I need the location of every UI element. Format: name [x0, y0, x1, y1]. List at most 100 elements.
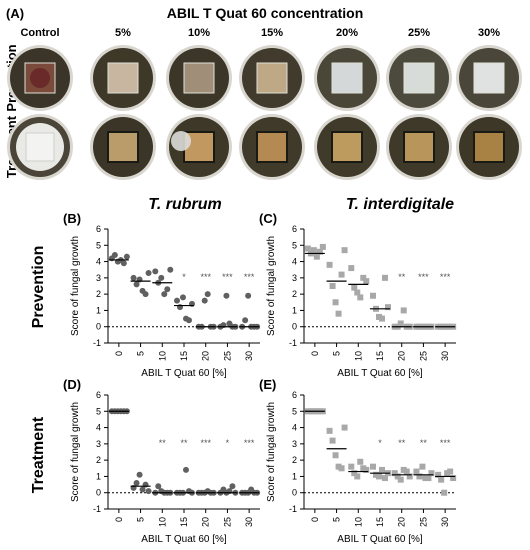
x-tick-label: 0: [114, 517, 124, 522]
x-tick-label: 20: [397, 351, 407, 361]
group-title-rubrum: T. rubrum: [148, 196, 221, 213]
data-point: [435, 471, 442, 478]
column-label: Control: [20, 27, 59, 39]
data-point: [158, 274, 165, 281]
y-tick-label: 4: [96, 257, 101, 267]
x-axis-label: ABIL T Quat 60 [%]: [141, 534, 227, 545]
data-point: [232, 323, 239, 330]
data-point: [357, 294, 364, 301]
data-point: [136, 276, 143, 283]
y-tick-label: 3: [96, 439, 101, 449]
data-point: [198, 489, 205, 496]
petri-dish: [7, 114, 73, 180]
data-point: [441, 323, 448, 330]
x-tick-label: 15: [375, 517, 385, 527]
data-point: [354, 289, 361, 296]
petri-dish: [386, 45, 452, 111]
data-point: [316, 248, 323, 255]
data-point: [413, 323, 420, 330]
data-point: [329, 437, 336, 444]
significance-label: **: [398, 272, 406, 282]
data-point: [152, 268, 159, 275]
data-point: [242, 489, 249, 496]
y-tick-label: -1: [289, 504, 297, 514]
column-label: 20%: [336, 27, 358, 39]
data-point: [220, 322, 227, 329]
data-point: [130, 484, 137, 491]
y-tick-label: 4: [96, 423, 101, 433]
significance-label: *: [226, 438, 230, 448]
data-point: [373, 471, 379, 478]
y-tick-label: 2: [292, 289, 297, 299]
data-point: [379, 466, 385, 473]
petri-dish: [166, 114, 232, 180]
x-tick-label: 10: [353, 351, 363, 361]
data-point: [307, 250, 314, 257]
photo-grid-panel: (A) ABIL T Quat 60 concentration Control…: [4, 5, 522, 180]
significance-label: ***: [200, 438, 211, 448]
data-point: [428, 323, 435, 330]
x-tick-label: 10: [157, 517, 167, 527]
significance-label: ***: [244, 438, 255, 448]
data-point: [186, 317, 192, 324]
data-point: [397, 476, 404, 483]
data-point: [419, 463, 426, 470]
data-point: [450, 475, 457, 482]
x-tick-label: 0: [310, 517, 320, 522]
data-point: [332, 452, 339, 459]
y-tick-label: 5: [292, 406, 297, 416]
y-tick-label: 0: [292, 322, 297, 332]
data-point: [223, 292, 230, 299]
y-tick-label: 2: [96, 455, 101, 465]
significance-label: **: [180, 438, 188, 448]
data-point: [245, 292, 252, 299]
data-point: [406, 473, 413, 480]
significance-label: ***: [440, 272, 451, 282]
data-point: [155, 483, 162, 490]
data-point: [174, 297, 180, 304]
data-point: [376, 313, 382, 320]
petri-dish: [314, 45, 380, 111]
data-point: [117, 408, 124, 415]
data-point: [180, 489, 186, 496]
y-tick-label: 4: [292, 423, 297, 433]
data-point: [123, 253, 130, 260]
data-point: [239, 323, 246, 330]
data-point: [370, 292, 376, 299]
x-axis-label: ABIL T Quat 60 [%]: [337, 368, 423, 379]
data-point: [207, 323, 214, 330]
data-point: [201, 489, 208, 496]
data-point: [177, 304, 183, 311]
significance-label: *: [378, 438, 382, 448]
significance-label: ***: [440, 438, 451, 448]
data-point: [229, 323, 236, 330]
data-point: [394, 473, 401, 480]
x-tick-label: 5: [332, 351, 342, 356]
panel-label: (B): [63, 211, 81, 226]
data-point: [332, 299, 339, 306]
data-point: [201, 297, 208, 304]
data-point: [152, 489, 159, 496]
significance-label: ***: [200, 272, 211, 282]
petri-dish: [456, 45, 522, 111]
column-label: 15%: [261, 27, 283, 39]
data-point: [319, 243, 326, 250]
data-point: [189, 489, 195, 496]
significance-label: **: [159, 438, 167, 448]
y-tick-label: 6: [292, 224, 297, 234]
significance-label: ***: [418, 272, 429, 282]
data-point: [251, 323, 258, 330]
y-tick-label: 0: [292, 488, 297, 498]
y-axis-label: Score of fungal growth: [70, 402, 81, 502]
x-tick-label: 10: [157, 351, 167, 361]
data-point: [419, 323, 426, 330]
column-label: 30%: [478, 27, 500, 39]
data-point: [447, 323, 454, 330]
data-point: [438, 323, 445, 330]
y-tick-label: 3: [96, 273, 101, 283]
data-point: [120, 408, 127, 415]
x-tick-label: 25: [222, 351, 232, 361]
significance-label: **: [398, 438, 406, 448]
data-point: [304, 245, 311, 252]
x-tick-label: 15: [179, 351, 189, 361]
